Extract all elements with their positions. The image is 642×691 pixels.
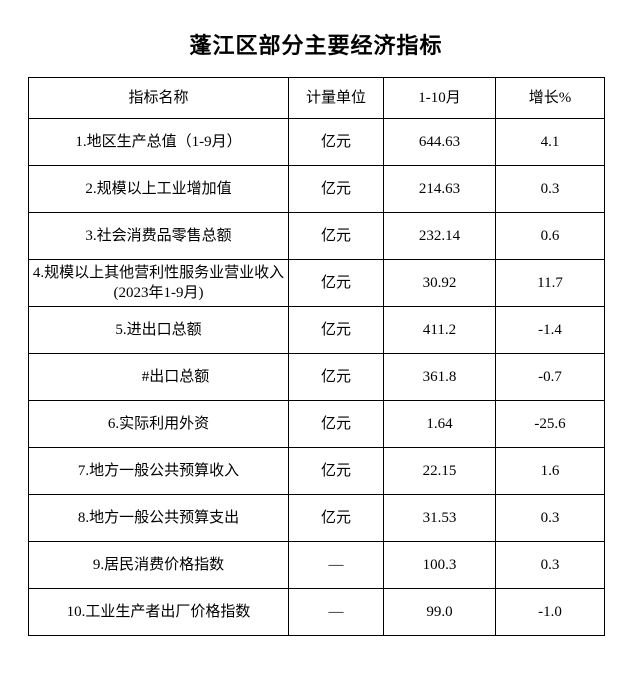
table-cell-growth: -25.6 [495, 400, 605, 448]
table-row: 1.地区生产总值（1-9月） 亿元 644.63 4.1 [28, 118, 605, 166]
table-cell-value: 214.63 [383, 165, 496, 213]
table-cell-growth: 0.3 [495, 494, 605, 542]
table-row: 6.实际利用外资 亿元 1.64 -25.6 [28, 400, 605, 448]
table-cell-value: 644.63 [383, 118, 496, 166]
table-cell-growth: 1.6 [495, 447, 605, 495]
column-header-name: 指标名称 [28, 77, 289, 119]
table-cell-unit: 亿元 [288, 400, 384, 448]
table-cell-growth: 0.3 [495, 165, 605, 213]
table-cell-unit: 亿元 [288, 212, 384, 260]
table-cell-unit: 亿元 [288, 118, 384, 166]
table-row: 2.规模以上工业增加值 亿元 214.63 0.3 [28, 165, 605, 213]
column-header-growth: 增长% [495, 77, 605, 119]
table-cell-value: 1.64 [383, 400, 496, 448]
table-cell-unit: — [288, 588, 384, 636]
table-row: 7.地方一般公共预算收入 亿元 22.15 1.6 [28, 447, 605, 495]
table-cell-unit: 亿元 [288, 165, 384, 213]
table-cell-growth: 4.1 [495, 118, 605, 166]
table-cell-growth: 11.7 [495, 259, 605, 307]
table-cell-name: #出口总额 [28, 353, 289, 401]
table-body: 1.地区生产总值（1-9月） 亿元 644.63 4.1 2.规模以上工业增加值 亿元 21… [28, 118, 605, 636]
table-cell-growth: -1.0 [495, 588, 605, 636]
table-cell-name: 6.实际利用外资 [28, 400, 289, 448]
table-cell-growth: 0.6 [495, 212, 605, 260]
table-row: 8.地方一般公共预算支出 亿元 31.53 0.3 [28, 494, 605, 542]
table-cell-growth: -1.4 [495, 306, 605, 354]
table-cell-name: 10.工业生产者出厂价格指数 [28, 588, 289, 636]
page-title: 蓬江区部分主要经济指标 [189, 33, 443, 58]
table-cell-value: 100.3 [383, 541, 496, 589]
table-cell-growth: -0.7 [495, 353, 605, 401]
table-cell-growth: 0.3 [495, 541, 605, 589]
table-cell-unit: — [288, 541, 384, 589]
table-cell-unit: 亿元 [288, 447, 384, 495]
table-cell-value: 232.14 [383, 212, 496, 260]
table-row: 3.社会消费品零售总额 亿元 232.14 0.6 [28, 212, 605, 260]
table-row: #出口总额 亿元 361.8 -0.7 [28, 353, 605, 401]
table-cell-value: 31.53 [383, 494, 496, 542]
table-cell-name: 5.进出口总额 [28, 306, 289, 354]
table-row: 10.工业生产者出厂价格指数 —99.0 -1.0 [28, 588, 605, 636]
table-cell-name: 3.社会消费品零售总额 [28, 212, 289, 260]
table-cell-value: 411.2 [383, 306, 496, 354]
table-row: 5.进出口总额 亿元 411.2 -1.4 [28, 306, 605, 354]
table-cell-unit: 亿元 [288, 259, 384, 307]
table-cell-value: 22.15 [383, 447, 496, 495]
table-cell-name: 8.地方一般公共预算支出 [28, 494, 289, 542]
table-cell-name: 7.地方一般公共预算收入 [28, 447, 289, 495]
table-cell-value: 361.8 [383, 353, 496, 401]
table-cell-value: 30.92 [383, 259, 496, 307]
table-cell-unit: 亿元 [288, 494, 384, 542]
table-cell-unit: 亿元 [288, 353, 384, 401]
table-row: 4.规模以上其他营利性服务业营业收入(2023年1-9月) 亿元 30.92 11.7 [28, 259, 605, 307]
table-cell-name: 9.居民消费价格指数 [28, 541, 289, 589]
table-cell-name: 2.规模以上工业增加值 [28, 165, 289, 213]
table-cell-name: 4.规模以上其他营利性服务业营业收入(2023年1-9月) [28, 259, 289, 307]
economic-indicators-table: 指标名称 计量单位 1-10月 增长% 1.地区生产总值（1-9月） 亿元 644.… [28, 77, 605, 636]
table-row: 9.居民消费价格指数 —100.3 0.3 [28, 541, 605, 589]
table-cell-name: 1.地区生产总值（1-9月） [28, 118, 289, 166]
column-header-unit: 计量单位 [288, 77, 384, 119]
table-header-row: 指标名称 计量单位 1-10月 增长% [28, 77, 605, 119]
column-header-value: 1-10月 [383, 77, 496, 119]
table-cell-value: 99.0 [383, 588, 496, 636]
table-cell-unit: 亿元 [288, 306, 384, 354]
